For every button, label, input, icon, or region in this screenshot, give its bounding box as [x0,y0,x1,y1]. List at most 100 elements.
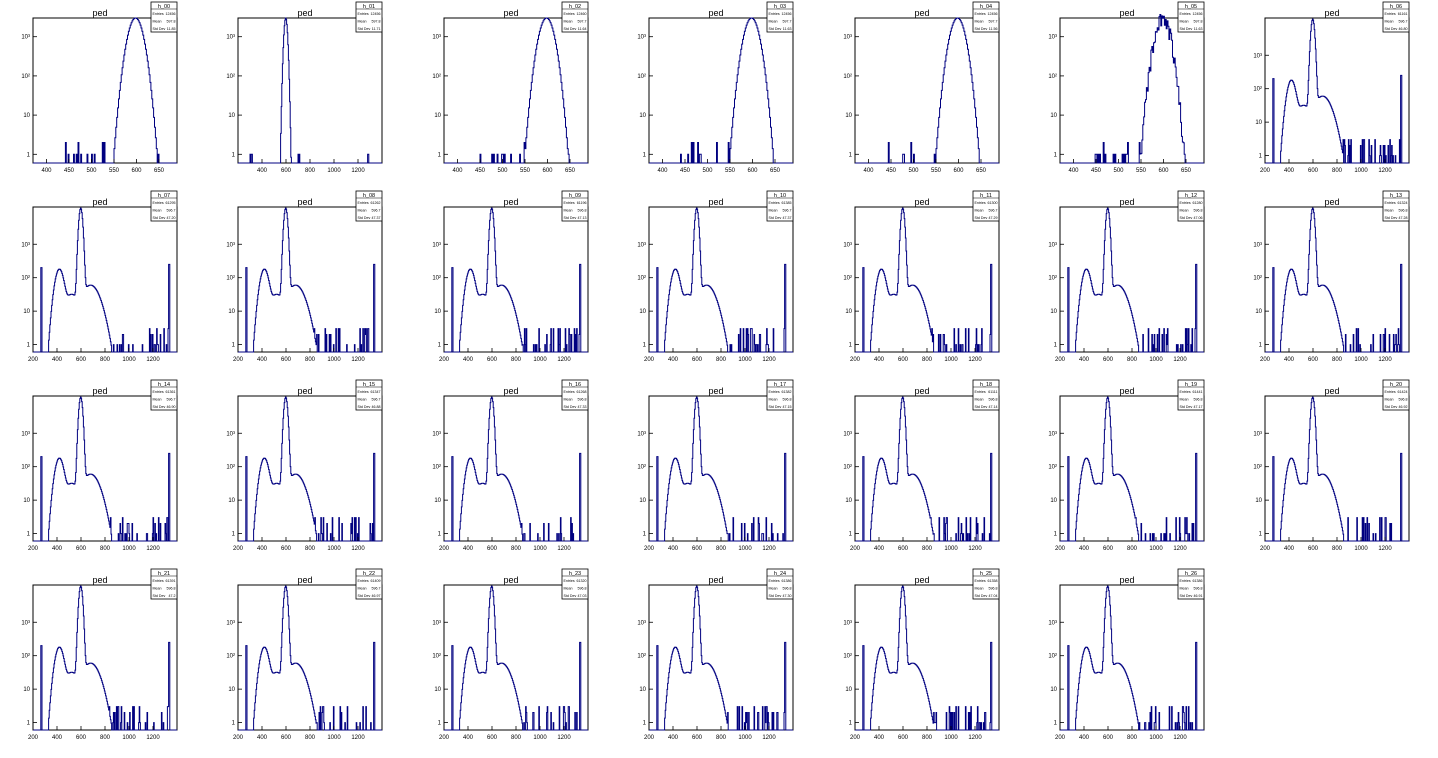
stats-label: Std Dev [975,405,988,409]
x-tick-label: 600 [281,168,292,174]
stats-label: Std Dev [564,594,577,598]
x-tick-label: 1000 [1354,546,1368,552]
x-tick-label: 550 [931,168,942,174]
stats-value: 47.29 [989,216,998,220]
histogram-line [444,17,588,164]
histogram-panel-h_06: ped 200 400 600 800 1000 1200 1 10 10² 10³ h_06 Entr… [1253,1,1410,174]
x-tick-label: 1000 [738,735,752,741]
stats-box [150,568,178,600]
panel-title: ped [503,386,518,396]
x-tick-label: 200 [439,546,450,552]
plot-frame [854,395,1000,542]
stats-histogram-name: h_00 [158,4,170,10]
stats-label: Mean [153,398,162,402]
stats-value: 61386 [1193,579,1203,583]
plot-frame [237,17,383,164]
x-tick-label: 800 [1332,357,1343,363]
x-tick-label: 1200 [762,735,776,741]
plot-frame [648,395,794,542]
x-tick-label: 600 [1308,168,1319,174]
y-tick-label: 10² [432,74,441,80]
x-tick-label: 500 [908,168,919,174]
histogram-panel-h_24: ped 200 400 600 800 1000 1200 1 10 10² 10³ h_24 Entr… [637,568,794,741]
stats-label: Mean [1385,20,1394,24]
stats-label: Mean [769,209,778,213]
stats-value: 47.03 [578,594,587,598]
y-tick-label: 10³ [21,35,30,41]
stats-value: 596.7 [372,209,381,213]
stats-histogram-name: h_09 [569,193,581,199]
x-tick-label: 1000 [1149,357,1163,363]
x-tick-label: 450 [475,168,486,174]
stats-label: Entries [564,201,575,205]
stats-label: Entries [153,201,164,205]
histogram-line [649,17,793,164]
x-tick-label: 1000 [738,357,752,363]
stats-value: 596.8 [578,398,587,402]
histogram-panel-h_04: ped 400 450 500 550 600 650 1 10 10² 10³ h_04 Entrie… [843,1,1000,174]
y-tick-label: 10³ [432,620,441,626]
y-tick-label: 10³ [1253,242,1262,248]
stats-histogram-name: h_05 [1185,4,1197,10]
stats-label: Entries [1385,390,1396,394]
x-tick-label: 600 [1308,357,1319,363]
stats-box [972,568,1000,600]
stats-value: 61361 [166,390,176,394]
panel-title: ped [503,8,518,18]
stats-box [150,190,178,222]
x-tick-label: 450 [886,168,897,174]
stats-label: Std Dev [358,27,371,31]
stats-value: 47.37 [783,216,792,220]
stats-value: 596.8 [578,209,587,213]
x-tick-label: 600 [692,546,703,552]
x-tick-label: 400 [463,357,474,363]
y-tick-label: 1 [849,721,853,727]
stats-label: Entries [153,12,164,16]
plot-frame [32,584,178,731]
stats-histogram-name: h_24 [774,571,786,577]
y-tick-label: 10 [23,113,30,119]
histogram-panel-h_19: ped 200 400 600 800 1000 1200 1 10 10² 10³ h_19 Entr… [1048,379,1205,552]
x-tick-label: 200 [1055,735,1066,741]
x-tick-label: 400 [52,735,63,741]
x-tick-label: 600 [692,735,703,741]
panel-title: ped [503,575,518,585]
stats-label: Std Dev [975,594,988,598]
stats-box [355,1,383,33]
y-tick-label: 10³ [226,35,235,41]
y-tick-label: 1 [1259,343,1263,349]
x-tick-label: 200 [1260,357,1271,363]
y-tick-label: 10 [434,113,441,119]
stats-label: Std Dev [769,27,782,31]
histogram-line [855,585,999,731]
x-tick-label: 800 [100,357,111,363]
histogram-line [238,585,382,731]
x-tick-label: 400 [463,735,474,741]
y-tick-label: 10 [845,498,852,504]
histogram-line [444,207,588,353]
stats-value: 47.2 [169,594,176,598]
y-tick-label: 10² [226,276,235,282]
x-tick-label: 800 [511,546,522,552]
x-tick-label: 500 [86,168,97,174]
y-tick-label: 1 [438,343,442,349]
stats-histogram-name: h_19 [1185,382,1197,388]
x-tick-label: 200 [644,357,655,363]
plot-frame [443,584,589,731]
stats-label: Mean [975,20,984,24]
x-tick-label: 600 [76,546,87,552]
histogram-line [33,396,177,542]
x-tick-label: 200 [644,546,655,552]
y-tick-label: 10 [639,113,646,119]
y-tick-label: 10² [1048,465,1057,471]
stats-value: 46.88 [372,405,381,409]
stats-label: Entries [1180,12,1191,16]
x-tick-label: 1000 [944,357,958,363]
stats-value: 12456 [166,12,176,16]
x-tick-label: 200 [850,735,861,741]
panel-title: ped [297,8,312,18]
stats-value: 596.8 [1399,398,1408,402]
stats-value: 12456 [782,12,792,16]
stats-label: Mean [975,209,984,213]
